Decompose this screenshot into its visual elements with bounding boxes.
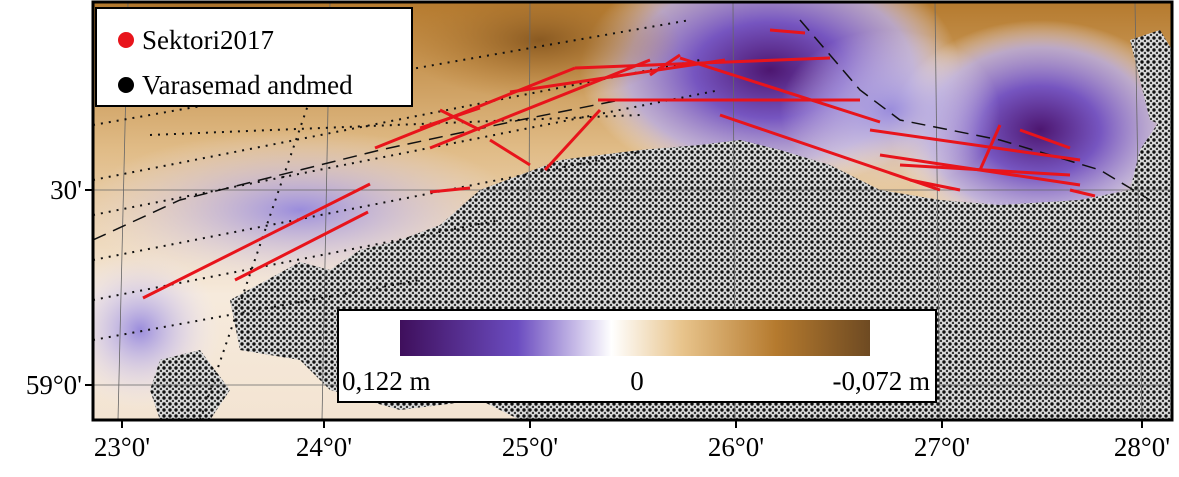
x-tick-label: 23°0' [94,432,150,462]
map: Sektori2017 Varasemad andmed 0,122 m 0 -0,0… [0,0,1179,472]
legend-marker [118,32,134,48]
colorbar-label: 0 [630,366,644,396]
x-tick-label: 25°0' [502,432,558,462]
x-tick-label: 26°0' [708,432,764,462]
legend-label: Varasemad andmed [142,70,353,100]
legend-label: Sektori2017 [142,25,274,55]
y-tick-label: 30' [50,175,82,205]
colorbar-gradient [400,320,870,356]
colorbar-label: -0,072 m [833,366,931,396]
colorbar-label: 0,122 m [342,366,431,396]
legend-marker [118,77,134,93]
x-tick-label: 24°0' [296,432,352,462]
x-tick-label: 28°0' [1114,432,1170,462]
x-tick-label: 27°0' [914,432,970,462]
y-tick-label: 59°0' [26,370,82,400]
colorbar: 0,122 m 0 -0,072 m [338,310,936,402]
legend: Sektori2017 Varasemad andmed [96,8,412,106]
